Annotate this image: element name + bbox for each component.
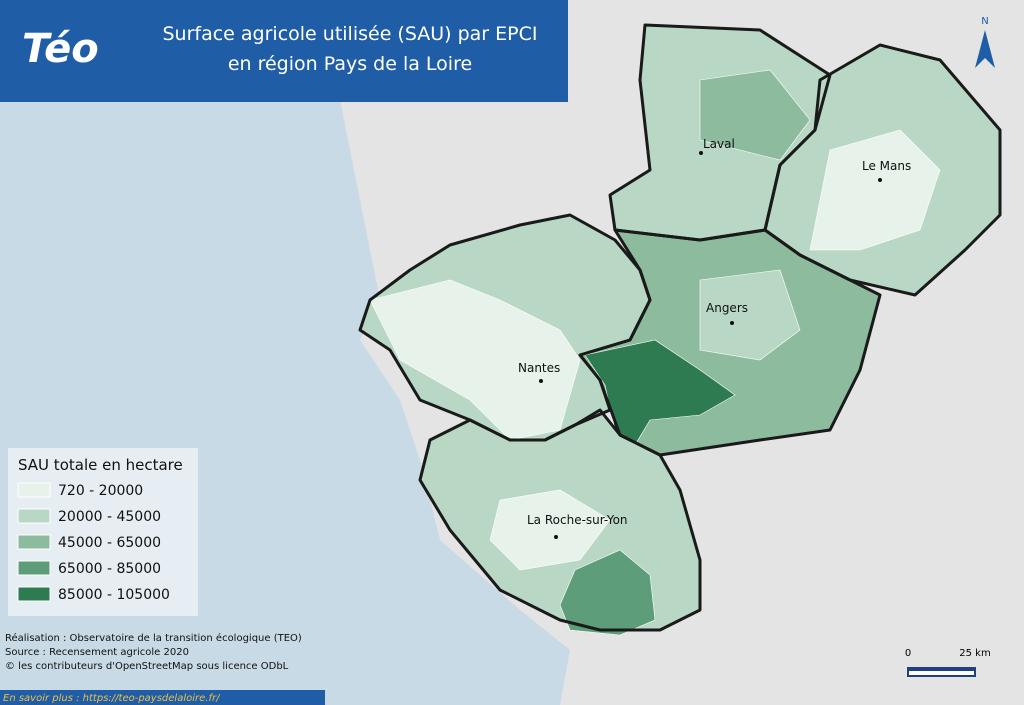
legend-label: 85000 - 105000 <box>58 587 170 603</box>
legend-label: 720 - 20000 <box>58 483 143 499</box>
city-label: Angers <box>706 301 748 315</box>
footer-link[interactable]: En savoir plus : https://teo-paysdelaloi… <box>3 693 221 704</box>
legend-label: 65000 - 85000 <box>58 561 161 577</box>
scale-bar <box>908 668 975 671</box>
credit: Source : Recensement agricole 2020 <box>5 647 189 658</box>
city-label: Le Mans <box>862 159 911 173</box>
legend-label: 20000 - 45000 <box>58 509 161 525</box>
legend-swatch <box>17 508 51 524</box>
north-arrow <box>975 30 995 68</box>
epci-patch <box>699 69 811 161</box>
epci-patch <box>809 129 941 251</box>
title-banner <box>0 0 568 102</box>
logo: Téo <box>22 26 99 72</box>
scale-label: 25 km <box>959 648 990 659</box>
city-label: La Roche-sur-Yon <box>527 513 628 527</box>
epci-patch <box>369 279 581 441</box>
credit: Réalisation : Observatoire de la transit… <box>5 632 302 644</box>
title: Surface agricole utilisée (SAU) par EPCI <box>162 23 537 45</box>
city-label: Laval <box>703 137 735 151</box>
legend-title: SAU totale en hectare <box>18 456 183 474</box>
city-markers <box>539 151 882 539</box>
city-label: Nantes <box>518 361 560 375</box>
title: en région Pays de la Loire <box>228 53 472 75</box>
epci-patch <box>559 549 656 636</box>
department-borders <box>358 23 1002 632</box>
legend-swatch <box>17 534 51 550</box>
north-label: N <box>981 16 988 27</box>
scale-label: 0 <box>905 648 911 659</box>
legend-swatch <box>17 560 51 576</box>
credit: © les contributeurs d'OpenStreetMap sous… <box>5 661 289 672</box>
legend-swatch <box>17 482 51 498</box>
epci-patch <box>699 269 801 361</box>
footer-bar <box>0 690 325 705</box>
epci-patch <box>489 489 611 571</box>
legend-swatch <box>17 586 51 602</box>
legend-label: 45000 - 65000 <box>58 535 161 551</box>
